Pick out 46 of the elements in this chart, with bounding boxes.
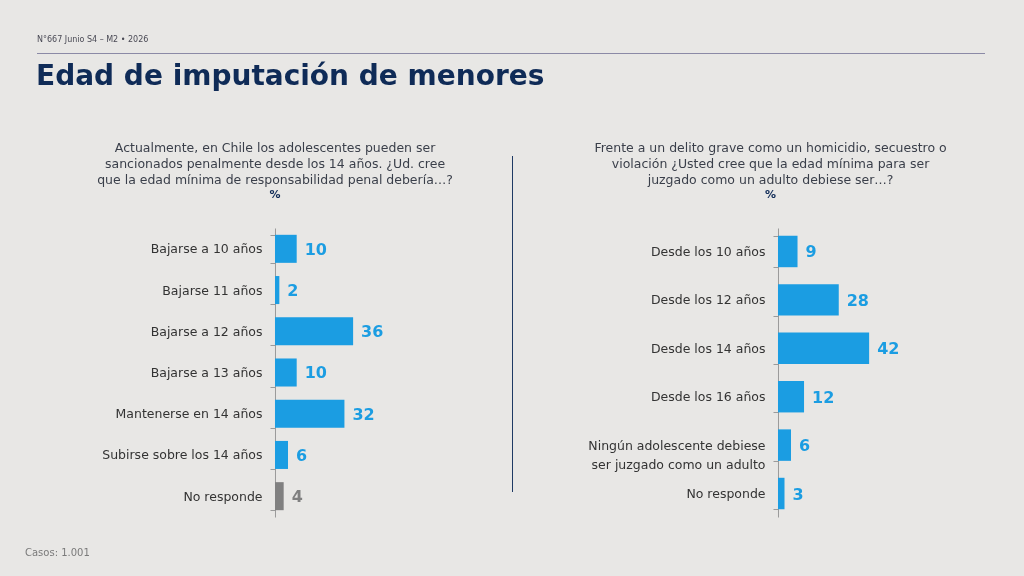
chart-subtitle: % (269, 188, 281, 201)
bar (777, 332, 870, 365)
bar (274, 482, 284, 511)
text: Casos: 1.001 (25, 547, 90, 558)
data-label: 10 (304, 363, 327, 383)
data-label: 28 (846, 290, 869, 310)
y-tick-label: Ningún adolescente debiese ser juzgado como un adulto (588, 437, 766, 472)
data-label: 32 (352, 404, 375, 424)
data-label: 3 (792, 484, 804, 504)
data-label: 6 (296, 445, 308, 465)
bar (777, 380, 805, 413)
data-label: 12 (812, 387, 835, 407)
bar (274, 317, 354, 346)
bar (274, 440, 289, 469)
text: N°667 Junio S4 – M2 • 2026 (37, 35, 149, 44)
data-label: 2 (287, 281, 299, 301)
y-tick-label: Mantenerse en 14 años (115, 406, 263, 422)
bar (777, 235, 798, 268)
bar (777, 284, 839, 316)
data-label: 36 (361, 322, 384, 342)
y-tick-label: Bajarse a 10 años (150, 241, 263, 257)
bar (274, 358, 297, 387)
data-label: 6 (799, 436, 811, 456)
y-tick-label: Desde los 10 años (650, 243, 766, 259)
bar (777, 429, 792, 461)
y-tick-label: No responde (686, 486, 766, 502)
y-tick-label: Bajarse 11 años (162, 282, 263, 298)
y-tick-label: Desde los 14 años (650, 340, 766, 356)
chart-title: Frente a un delito grave como un homicidio, secuestro o violación ¿Usted cree que la edad mínima para ser juzgado como un adulto debiese ser…? (594, 139, 947, 188)
bar (777, 477, 785, 510)
y-tick-label: Desde los 12 años (650, 292, 766, 308)
chart-title: Actualmente, en Chile los adolescentes pueden ser sancionados penalmente desde los 14 años. ¿Ud. cree que la edad mínima de responsabilidad penal debería…? (97, 139, 453, 188)
data-label: 4 (291, 487, 303, 507)
y-tick-label: Bajarse a 13 años (150, 365, 263, 380)
y-tick-label: Bajarse a 12 años (150, 323, 263, 339)
chart-subtitle: % (765, 188, 777, 201)
data-label: 9 (805, 242, 817, 262)
y-tick-label: Subirse sobre los 14 años (102, 447, 263, 463)
bar (274, 234, 297, 263)
bar (274, 399, 345, 428)
data-label: 42 (877, 339, 900, 359)
bar (274, 276, 280, 305)
y-tick-label: Desde los 16 años (650, 389, 766, 405)
data-label: 10 (304, 239, 327, 259)
y-tick-label: No responde (183, 488, 263, 504)
text: Edad de imputación de menores (36, 59, 545, 92)
